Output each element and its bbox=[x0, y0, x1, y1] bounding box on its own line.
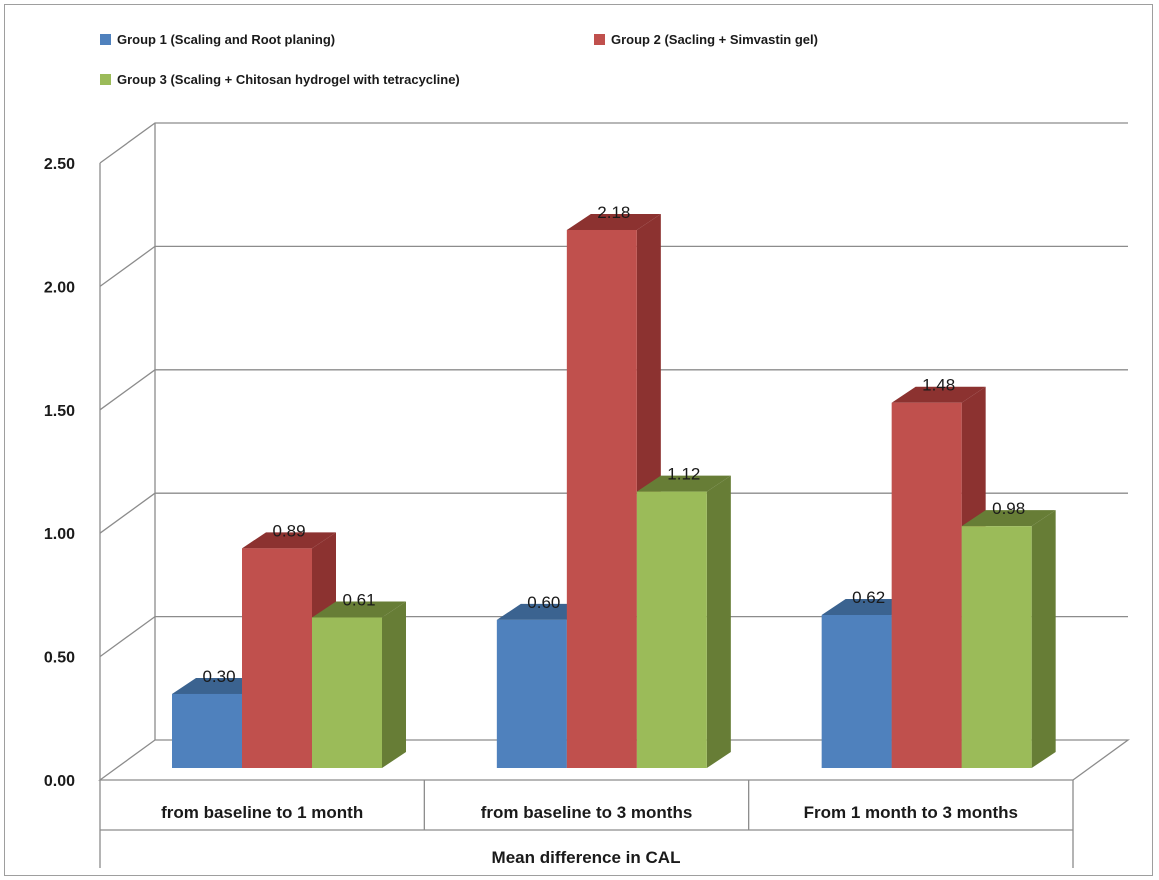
data-label-g2: 1.48 bbox=[922, 376, 955, 395]
bar-side-g3 bbox=[382, 601, 406, 768]
data-label-g3: 0.98 bbox=[992, 499, 1025, 518]
bar-top-g3 bbox=[636, 475, 731, 492]
x-category-label: From 1 month to 3 months bbox=[804, 803, 1018, 822]
data-label-g1: 0.62 bbox=[852, 588, 885, 607]
bar-group-3 bbox=[961, 526, 1032, 768]
y-tick-label: 1.50 bbox=[44, 403, 75, 420]
bar-group-2 bbox=[242, 548, 312, 768]
data-label-g3: 1.12 bbox=[667, 465, 700, 484]
bar-layer bbox=[172, 213, 1056, 768]
bar-side-g3 bbox=[706, 475, 731, 768]
data-label-g1: 0.30 bbox=[202, 667, 235, 686]
bar-side-g3 bbox=[1031, 510, 1056, 768]
chart-legend: Group 1 (Scaling and Root planing) Group… bbox=[100, 32, 1000, 92]
y-tick-label: 2.50 bbox=[44, 156, 75, 173]
x-category-label: from baseline to 1 month bbox=[161, 803, 363, 822]
legend-swatch-group-2 bbox=[594, 34, 605, 45]
y-tick-label: 0.00 bbox=[44, 773, 75, 790]
bar-group-1 bbox=[496, 619, 567, 768]
data-label-g1: 0.60 bbox=[527, 593, 560, 612]
bar-group-3 bbox=[636, 491, 707, 768]
x-category-label: from baseline to 3 months bbox=[481, 803, 693, 822]
legend-item-group-3: Group 3 (Scaling + Chitosan hydrogel wit… bbox=[100, 72, 460, 87]
legend-label-group-3: Group 3 (Scaling + Chitosan hydrogel wit… bbox=[117, 72, 460, 87]
x-axis-title: Mean difference in CAL bbox=[492, 848, 681, 867]
bar-group-2 bbox=[566, 229, 637, 768]
legend-swatch-group-3 bbox=[100, 74, 111, 85]
bar-group-3 bbox=[312, 617, 382, 768]
legend-item-group-2: Group 2 (Sacling + Simvastin gel) bbox=[594, 32, 818, 47]
bar-top-g2 bbox=[891, 386, 986, 403]
bar-top-g3 bbox=[961, 510, 1056, 527]
chart-frame bbox=[4, 4, 1153, 876]
data-label-g3: 0.61 bbox=[342, 590, 375, 609]
legend-swatch-group-1 bbox=[100, 34, 111, 45]
label-layer: 0.30 0.89 0.61 0.60 2.18 1.12 0.62 1.48 0.98 bbox=[202, 203, 1025, 686]
bar-top-g3 bbox=[312, 601, 406, 618]
bar-group-2 bbox=[891, 402, 962, 768]
data-label-g2: 2.18 bbox=[597, 203, 630, 222]
legend-label-group-2: Group 2 (Sacling + Simvastin gel) bbox=[611, 32, 818, 47]
gridline bbox=[99, 122, 1128, 164]
bar-top-g2 bbox=[566, 213, 661, 230]
axis-layer: 0.00 0.50 1.00 1.50 2.00 2.50 from baseline to… bbox=[44, 123, 1074, 868]
legend-label-group-1: Group 1 (Scaling and Root planing) bbox=[117, 32, 336, 47]
legend-item-group-1: Group 1 (Scaling and Root planing) bbox=[100, 32, 335, 47]
bar-group-1 bbox=[821, 614, 892, 768]
bar-top-g2 bbox=[242, 532, 336, 549]
y-tick-label: 1.00 bbox=[44, 526, 75, 543]
data-label-g2: 0.89 bbox=[272, 521, 305, 540]
bar-group-1 bbox=[172, 693, 242, 768]
y-tick-label: 2.00 bbox=[44, 279, 75, 296]
y-tick-label: 0.50 bbox=[44, 650, 75, 667]
